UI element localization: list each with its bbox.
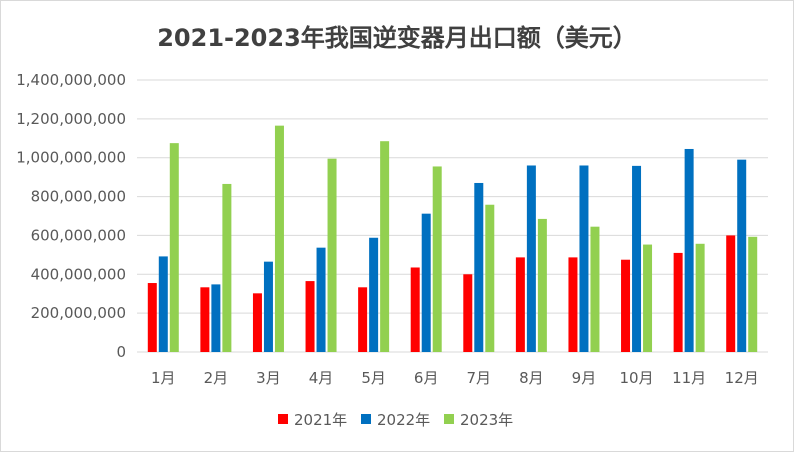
bar	[169, 143, 179, 352]
y-tick-label: 600,000,000	[31, 226, 126, 244]
bar	[737, 159, 747, 352]
x-tick-label: 8月	[519, 369, 544, 387]
bar	[358, 287, 368, 352]
legend-label: 2023年	[460, 411, 513, 429]
legend-label: 2022年	[377, 411, 430, 429]
bar	[305, 281, 315, 352]
bar	[485, 204, 495, 352]
legend-swatch	[361, 414, 371, 424]
gridlines	[137, 79, 768, 353]
bar	[432, 166, 442, 352]
x-axis-ticks: 1月 2月 3月 4月 5月 6月 7月 8月 9月 10月 11月 12月	[151, 369, 759, 387]
y-tick-label: 1,200,000,000	[16, 110, 126, 128]
bar	[200, 287, 210, 352]
bar	[579, 165, 589, 352]
x-tick-label: 1月	[151, 369, 176, 387]
bar	[274, 125, 284, 353]
y-axis-ticks: 0 200,000,000 400,000,000 600,000,000 800,00…	[16, 71, 126, 361]
bar	[211, 284, 221, 352]
bar	[684, 148, 694, 352]
x-tick-label: 3月	[256, 369, 281, 387]
bar	[263, 261, 273, 352]
y-tick-label: 1,000,000,000	[16, 149, 126, 167]
x-tick-label: 4月	[309, 369, 334, 387]
y-tick-label: 0	[116, 343, 126, 361]
bar	[327, 158, 337, 352]
x-tick-label: 9月	[572, 369, 597, 387]
bar	[621, 259, 631, 352]
x-tick-label: 10月	[619, 369, 653, 387]
bar	[673, 252, 683, 352]
x-tick-label: 6月	[414, 369, 439, 387]
x-tick-label: 5月	[361, 369, 386, 387]
y-tick-label: 200,000,000	[31, 304, 126, 322]
bar	[380, 141, 390, 352]
bar	[568, 257, 578, 352]
y-tick-label: 1,400,000,000	[16, 71, 126, 89]
bar	[695, 243, 705, 352]
x-tick-label: 7月	[467, 369, 492, 387]
bar	[643, 244, 653, 352]
bar	[316, 247, 326, 352]
x-tick-label: 12月	[725, 369, 759, 387]
bar	[537, 218, 547, 352]
bar	[252, 293, 262, 352]
bars	[147, 125, 758, 353]
bar	[222, 183, 232, 352]
bar	[515, 257, 525, 352]
bar	[410, 267, 420, 352]
bar	[369, 237, 379, 352]
bar	[590, 226, 600, 352]
legend-label: 2021年	[294, 411, 347, 429]
legend: 2021年 2022年 2023年	[278, 411, 513, 429]
legend-swatch	[444, 414, 454, 424]
bar	[726, 235, 736, 352]
bar	[748, 236, 758, 352]
legend-swatch	[278, 414, 288, 424]
bar	[421, 213, 431, 352]
y-tick-label: 400,000,000	[31, 265, 126, 283]
bar	[147, 283, 157, 352]
bar	[158, 256, 168, 352]
chart-title: 2021-2023年我国逆变器月出口额（美元）	[157, 24, 637, 52]
y-tick-label: 800,000,000	[31, 188, 126, 206]
bar	[632, 165, 642, 352]
x-tick-label: 2月	[204, 369, 229, 387]
bar	[474, 182, 484, 352]
bar	[463, 274, 473, 352]
x-tick-label: 11月	[672, 369, 706, 387]
bar	[526, 165, 536, 352]
